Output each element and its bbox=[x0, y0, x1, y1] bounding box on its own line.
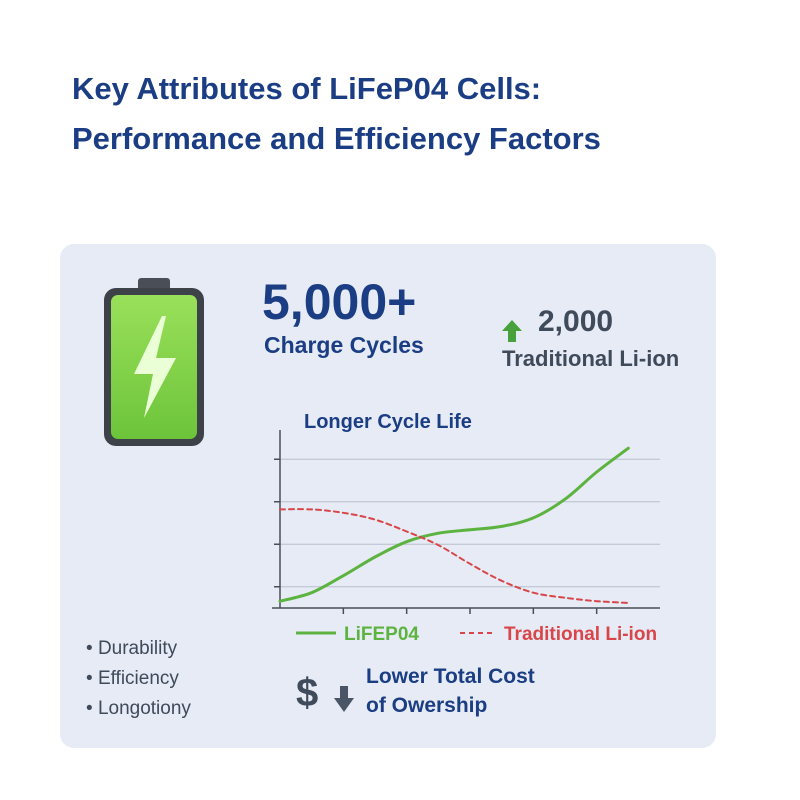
page-title: Key Attributes of LiFeP04 Cells: Perform… bbox=[72, 64, 772, 164]
comparison-value: 2,000 bbox=[538, 305, 614, 338]
down-arrow-icon bbox=[334, 686, 354, 712]
cost-line-1: Lower Total Cost bbox=[366, 665, 535, 688]
title-line-1: Key Attributes of LiFeP04 Cells: bbox=[72, 71, 542, 106]
cost-line-2: of Owership bbox=[366, 694, 488, 717]
chart-title: Longer Cycle Life bbox=[304, 411, 472, 433]
chart-series bbox=[278, 446, 630, 604]
chart-ticks bbox=[274, 458, 598, 614]
feature-item: • Longotiony bbox=[86, 698, 191, 719]
feature-item: • Efficiency bbox=[86, 668, 179, 689]
cycle-life-chart: Longer Cycle Life LiFEP04 Traditional Li… bbox=[272, 411, 660, 645]
feature-label: Durability bbox=[97, 638, 178, 659]
legend-label-lifep04: LiFEP04 bbox=[344, 624, 419, 645]
chart-legend: LiFEP04 Traditional Li-ion bbox=[296, 624, 657, 645]
battery-icon bbox=[104, 278, 204, 446]
legend-label-traditional-li-ion: Traditional Li-ion bbox=[504, 624, 657, 645]
comparison-label: Traditional Li-ion bbox=[502, 346, 680, 371]
up-arrow-icon bbox=[502, 320, 522, 342]
feature-label: Efficiency bbox=[97, 668, 179, 689]
cost-text: Lower Total Cost of Owership bbox=[366, 662, 535, 720]
dollar-icon: $ bbox=[296, 671, 318, 715]
series-line-traditional-li-ion bbox=[279, 508, 630, 604]
feature-list: • Durability • Efficiency • Longotiony bbox=[86, 634, 191, 724]
series-line-lifep04 bbox=[278, 446, 630, 603]
cycles-label: Charge Cycles bbox=[264, 332, 424, 358]
feature-label: Longotiony bbox=[97, 698, 191, 719]
chart-grid bbox=[280, 458, 660, 588]
feature-item: • Durability bbox=[86, 638, 178, 659]
cycles-value: 5,000+ bbox=[262, 274, 417, 330]
cost-down-icon: $ bbox=[296, 671, 354, 715]
title-line-2: Performance and Efficiency Factors bbox=[72, 121, 601, 156]
